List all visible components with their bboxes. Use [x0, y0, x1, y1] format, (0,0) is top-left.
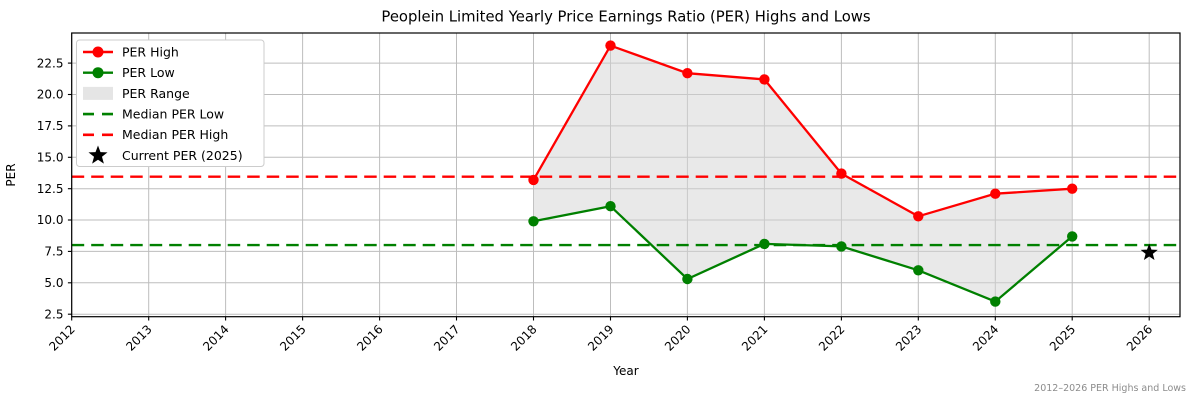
legend-item-per-high: PER High: [83, 44, 179, 59]
y-tick-label: 20.0: [37, 88, 64, 102]
per-high-marker: [1067, 183, 1078, 194]
x-tick-label: 2022: [816, 322, 847, 353]
x-tick-label: 2012: [46, 322, 77, 353]
x-tick-label: 2017: [431, 322, 462, 353]
per-low-series: [528, 201, 1078, 307]
per-high-marker: [836, 168, 847, 179]
per-high-marker: [759, 74, 770, 85]
footer-caption: 2012–2026 PER Highs and Lows: [1034, 383, 1186, 394]
x-tick-label: 2026: [1124, 322, 1155, 353]
legend-patch-swatch: [83, 86, 113, 100]
per-high-marker: [605, 40, 616, 51]
y-tick-label: 10.0: [37, 213, 64, 227]
y-tick-label: 17.5: [37, 119, 64, 133]
x-tick-label: 2021: [739, 322, 770, 353]
per-high-series: [528, 40, 1078, 222]
per-low-marker: [1067, 231, 1078, 242]
x-axis-label: Year: [612, 364, 638, 378]
y-tick-label: 22.5: [37, 56, 64, 70]
legend-item-current-per-2025: Current PER (2025): [88, 145, 243, 164]
per-low-polyline: [533, 204, 1073, 303]
per-high-marker: [682, 68, 693, 79]
legend-label: Current PER (2025): [122, 148, 243, 163]
current-per-star-marker: [1140, 243, 1158, 260]
y-tick-label: 15.0: [37, 151, 64, 165]
x-tick-label: 2025: [1047, 322, 1078, 353]
x-tick-label: 2018: [508, 322, 539, 353]
per-low-marker: [759, 238, 770, 250]
legend-star-icon: [88, 145, 108, 164]
per-range-fill: [533, 45, 1073, 302]
per-low-marker: [605, 201, 616, 212]
legend-item-median-per-high: Median PER High: [83, 127, 228, 142]
x-tick-label: 2016: [354, 322, 385, 353]
legend-label: Median PER Low: [122, 107, 224, 122]
axes-spines: [71, 32, 1181, 318]
legend-item-per-range: PER Range: [83, 86, 190, 101]
y-tick-label: 12.5: [37, 182, 64, 196]
per-high-polyline: [532, 44, 1073, 218]
legend-label: Median PER High: [122, 127, 228, 142]
x-tick-label: 2024: [970, 322, 1001, 353]
per-high-marker: [528, 174, 539, 186]
legend-circle-marker-icon: [92, 67, 104, 79]
legend-item-median-per-low: Median PER Low: [83, 107, 224, 122]
y-tick-label: 7.5: [44, 245, 63, 259]
legend-item-per-low: PER Low: [83, 65, 175, 80]
x-tick-label: 2015: [277, 322, 308, 353]
per-low-marker: [528, 216, 539, 227]
y-tick-label: 5.0: [44, 276, 63, 290]
legend: PER High PER Low PER Range Median PER Low Me…: [76, 39, 265, 167]
x-tick-label: 2013: [123, 322, 154, 353]
chart-title: Peoplein Limited Yearly Price Earnings R…: [381, 9, 870, 26]
x-tick-label: 2014: [200, 322, 231, 353]
legend-label: PER Low: [122, 65, 175, 80]
legend-label: PER High: [122, 44, 179, 59]
x-tick-label: 2023: [893, 322, 924, 353]
x-tick-label: 2020: [662, 322, 693, 353]
y-axis-label: PER: [4, 163, 18, 186]
legend-label: PER Range: [122, 86, 190, 101]
per-low-marker: [682, 273, 693, 285]
legend-box: [76, 39, 265, 167]
x-tick-label: 2019: [585, 322, 616, 353]
per-low-marker: [913, 265, 924, 276]
per-high-marker: [913, 211, 924, 222]
legend-circle-marker-icon: [92, 46, 104, 58]
per-low-marker: [836, 241, 847, 252]
tick-marks: [67, 62, 1150, 321]
y-tick-label: 2.5: [44, 307, 63, 321]
per-low-marker: [990, 296, 1001, 307]
per-high-marker: [990, 188, 1001, 199]
